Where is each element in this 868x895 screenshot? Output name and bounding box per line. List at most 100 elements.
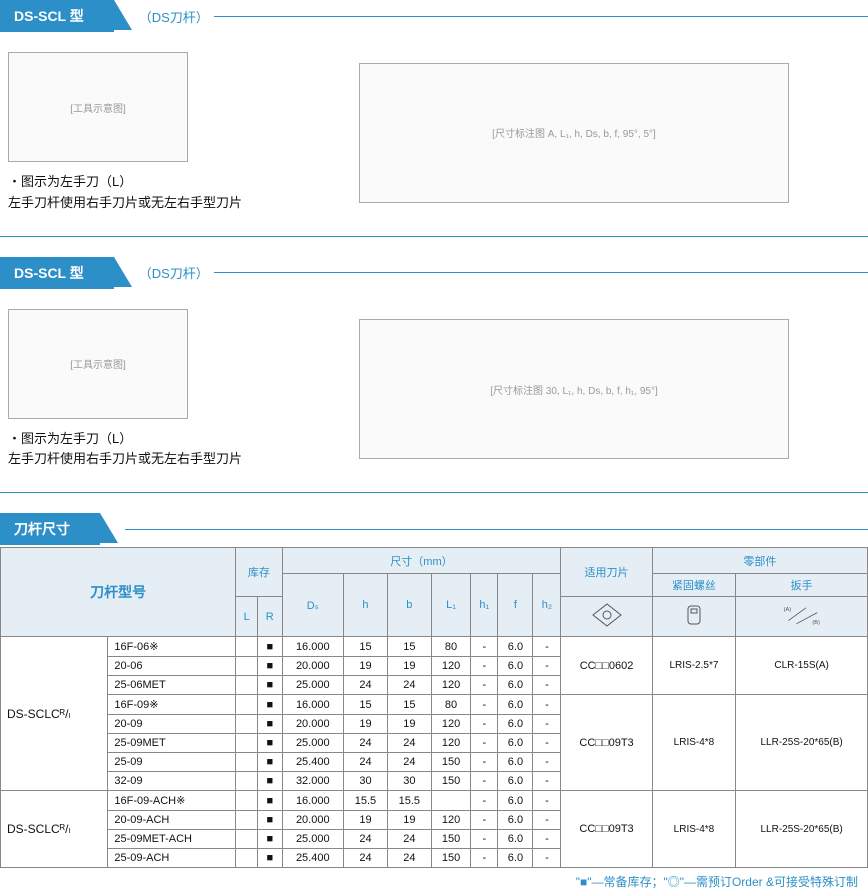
cell-wrench: CLR-15S(A) [736,637,868,695]
cell [236,734,258,753]
cell: 24 [387,753,431,772]
cell-model-label: DS-SCLCᴿ/ₗ [1,637,108,791]
th-r: R [258,597,282,637]
section1-title: DS-SCL 型 [0,0,114,32]
cell-model-label: DS-SCLCᴿ/ₗ [1,791,108,868]
cell [236,715,258,734]
cell: ■ [258,657,282,676]
cell: 150 [431,753,470,772]
cell: 120 [431,734,470,753]
cell: 25-06MET [108,676,236,695]
cell: 6.0 [498,830,533,849]
cell: 20-09 [108,715,236,734]
cell: 32-09 [108,772,236,791]
cell: 19 [344,715,388,734]
cell: 15 [387,637,431,657]
cell: - [471,753,498,772]
cell: 19 [344,657,388,676]
footer-note: "■"—常备库存；"◎"—需预订Order &可接受特殊订制 [0,868,868,895]
cell [236,657,258,676]
cell: - [471,811,498,830]
cell: 120 [431,715,470,734]
section1-note2: 左手刀杆使用右手刀片或无左右手型刀片 [8,193,272,214]
cell: - [533,657,561,676]
cell: 25.400 [282,849,344,868]
cell: - [471,695,498,715]
cell: - [471,791,498,811]
cell: - [471,830,498,849]
section2-left: [工具示意图] ・图示为左手刀（L） 左手刀杆使用右手刀片或无左右手型刀片 [0,299,280,481]
cell: ■ [258,637,282,657]
cell: 15 [344,637,388,657]
section2-subtitle: （DS刀杆） [139,263,209,282]
cell: 16.000 [282,695,344,715]
cell: ■ [258,791,282,811]
cell: - [471,772,498,791]
cell [236,830,258,849]
cell: - [533,676,561,695]
cell: 25-09MET-ACH [108,830,236,849]
cell: - [471,676,498,695]
th-h2: h₂ [533,574,561,637]
cell: 150 [431,830,470,849]
cell: 19 [387,657,431,676]
cell-insert: CC□□09T3 [561,791,652,868]
th-l: L [236,597,258,637]
cell: 24 [387,676,431,695]
section1-right: [尺寸标注图 A, L₁, h, Ds, b, f, 95°, 5°] [280,42,868,224]
header-divider [214,16,868,17]
th-f: f [498,574,533,637]
cell: 24 [344,753,388,772]
cell: 16.000 [282,637,344,657]
section2-header: DS-SCL 型 （DS刀杆） [0,257,868,289]
cell: 16.000 [282,791,344,811]
cell: 15 [387,695,431,715]
cell: 150 [431,772,470,791]
cell: 24 [387,849,431,868]
cell: - [533,791,561,811]
cell: 25-09MET [108,734,236,753]
tool-diagram-1: [工具示意图] [8,52,188,162]
section2-title: DS-SCL 型 [0,257,114,289]
cell: 15.5 [387,791,431,811]
cell [431,791,470,811]
cell: 6.0 [498,695,533,715]
cell: 24 [344,830,388,849]
cell [236,772,258,791]
cell [236,849,258,868]
tech-diagram-2: [尺寸标注图 30, L₁, h, Ds, b, f, h₁, 95°] [359,319,789,459]
cell: 30 [344,772,388,791]
cell: - [533,695,561,715]
th-h: h [344,574,388,637]
cell: - [471,715,498,734]
cell: 30 [387,772,431,791]
cell [236,811,258,830]
th-wrench: 扳手 [736,574,868,597]
cell: 24 [387,830,431,849]
cell: 25.000 [282,676,344,695]
cell: - [533,849,561,868]
cell: 6.0 [498,676,533,695]
th-insert-img [561,597,652,637]
cell-wrench: LLR-25S-20*65(B) [736,791,868,868]
section1-note1: ・图示为左手刀（L） [8,172,272,193]
cell-insert: CC□□09T3 [561,695,652,791]
cell: 25-09 [108,753,236,772]
cell: 24 [387,734,431,753]
section2-note1: ・图示为左手刀（L） [8,429,272,450]
cell: ■ [258,676,282,695]
cell: 20.000 [282,657,344,676]
cell: 19 [344,811,388,830]
cell: 25.000 [282,830,344,849]
cell: 32.000 [282,772,344,791]
section2-body: [工具示意图] ・图示为左手刀（L） 左手刀杆使用右手刀片或无左右手型刀片 [尺… [0,291,868,494]
cell: 20-09-ACH [108,811,236,830]
cell: 15.5 [344,791,388,811]
table-row: DS-SCLCᴿ/ₗ16F-09-ACH※■16.00015.515.5-6.0… [1,791,868,811]
th-insert: 适用刀片 [561,548,652,597]
cell: ■ [258,830,282,849]
cell-insert: CC□□0602 [561,637,652,695]
cell: ■ [258,849,282,868]
table-row: 16F-09※■16.000151580-6.0-CC□□09T3LRIS-4*… [1,695,868,715]
cell [236,753,258,772]
